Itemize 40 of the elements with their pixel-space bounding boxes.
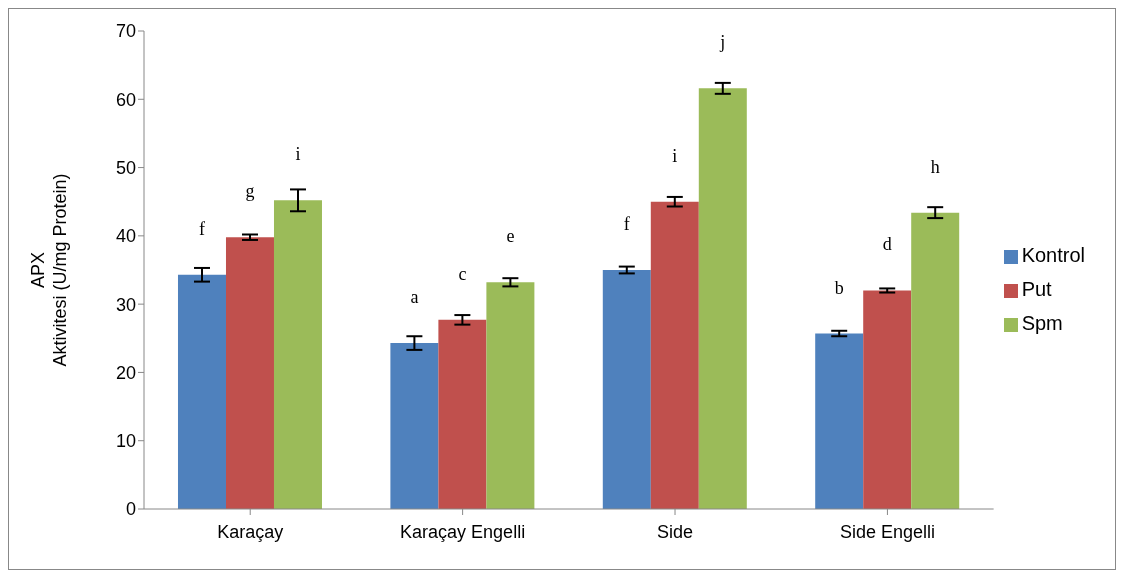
data-label: i — [295, 144, 301, 165]
bar — [225, 237, 274, 509]
bar — [650, 201, 699, 509]
data-label: g — [245, 181, 255, 202]
bar — [863, 290, 912, 509]
data-label: f — [198, 218, 205, 239]
y-axis-title: APX Aktivitesi (U/mg Protein) — [28, 173, 70, 367]
legend-label: Spm — [1021, 312, 1063, 334]
y-tick-label: 50 — [115, 157, 136, 178]
bar — [815, 333, 864, 509]
bar — [438, 319, 487, 509]
bar — [911, 212, 960, 509]
bar — [698, 88, 747, 509]
data-label: f — [623, 214, 630, 234]
y-tick-label: 0 — [125, 499, 136, 520]
y-tick-label: 60 — [115, 89, 136, 110]
bar — [273, 200, 322, 509]
x-tick-label: Karaçay Engelli — [400, 521, 526, 542]
data-label: a — [410, 287, 419, 308]
legend-label: Kontrol — [1021, 244, 1085, 266]
y-tick-label: 70 — [115, 21, 136, 42]
bar — [390, 343, 439, 509]
y-tick-label: 20 — [115, 362, 136, 383]
data-label: c — [458, 263, 467, 284]
y-tick-label: 30 — [115, 294, 136, 315]
x-tick-label: Side — [657, 521, 694, 542]
data-label: h — [930, 156, 940, 177]
data-label: j — [719, 32, 726, 53]
data-label: b — [834, 277, 844, 298]
bar — [486, 282, 535, 509]
data-label: d — [882, 234, 892, 255]
x-tick-label: Karaçay — [217, 521, 284, 542]
data-label: i — [672, 145, 678, 166]
y-tick-label: 10 — [115, 431, 136, 452]
legend-label: Put — [1021, 278, 1052, 300]
y-tick-label: 40 — [115, 226, 136, 247]
x-tick-label: Side Engelli — [839, 521, 935, 542]
bar — [177, 274, 226, 509]
bar — [602, 270, 651, 509]
data-label: e — [506, 226, 515, 247]
